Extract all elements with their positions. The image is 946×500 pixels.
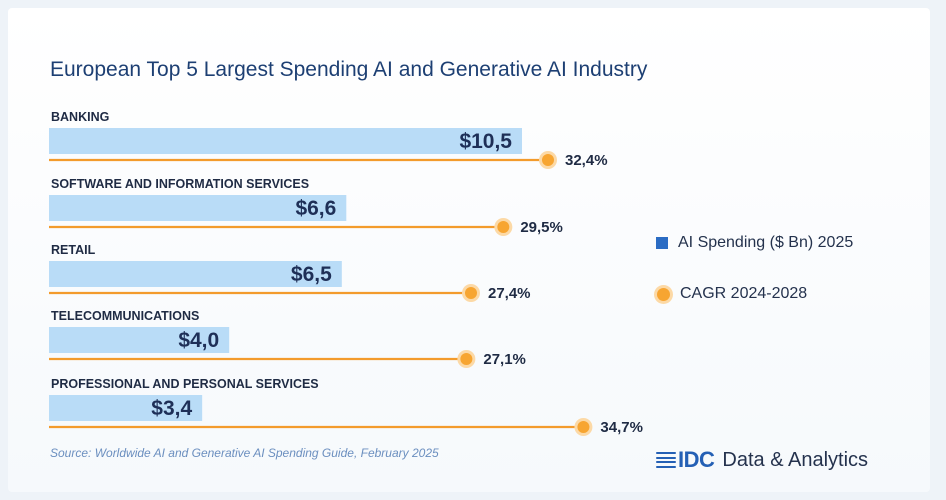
idc-logo-text: IDC: [678, 447, 715, 472]
category-label: TELECOMMUNICATIONS: [51, 309, 199, 323]
category-label: PROFESSIONAL AND PERSONAL SERVICES: [51, 377, 319, 391]
idc-logo: IDC: [656, 447, 715, 473]
chart-title: European Top 5 Largest Spending AI and G…: [50, 58, 648, 81]
cagr-value-label: 27,4%: [488, 285, 531, 302]
spending-bar: [49, 395, 203, 421]
cagr-dot: [464, 287, 477, 299]
cagr-dot: [497, 221, 510, 233]
spending-bar: [49, 195, 347, 221]
category-label: RETAIL: [51, 243, 96, 257]
cagr-value-label: 27,1%: [483, 351, 526, 368]
spending-value-label: $10,5: [459, 130, 512, 153]
cagr-value-label: 32,4%: [565, 152, 608, 169]
spending-value-label: $4,0: [178, 329, 219, 352]
cagr-value-label: 34,7%: [600, 419, 643, 436]
cagr-value-label: 29,5%: [520, 219, 563, 236]
spending-bar: [49, 128, 522, 154]
category-label: SOFTWARE AND INFORMATION SERVICES: [51, 177, 309, 191]
cagr-dot: [460, 353, 473, 365]
source-note: Source: Worldwide AI and Generative AI S…: [50, 446, 439, 460]
legend-dot-icon: [657, 287, 670, 301]
spending-value-label: $6,6: [295, 197, 336, 220]
cagr-dot: [542, 154, 554, 166]
legend-item-cagr: CAGR 2024-2028: [656, 285, 807, 303]
legend-item-spending: AI Spending ($ Bn) 2025: [656, 234, 853, 252]
legend-label-cagr: CAGR 2024-2028: [680, 285, 808, 302]
spending-value-label: $6,5: [291, 263, 332, 286]
spending-value-label: $3,4: [151, 397, 192, 420]
legend-square-icon: [656, 237, 668, 249]
brand-logo: IDC Data & Analytics: [656, 447, 868, 473]
spending-bar: [49, 327, 230, 353]
cagr-dot: [577, 421, 590, 433]
spending-bar: [49, 261, 342, 287]
category-label: BANKING: [51, 110, 109, 124]
brand-text: Data & Analytics: [722, 448, 869, 471]
idc-lines-icon: [656, 452, 676, 468]
legend-label-spending: AI Spending ($ Bn) 2025: [678, 234, 854, 251]
